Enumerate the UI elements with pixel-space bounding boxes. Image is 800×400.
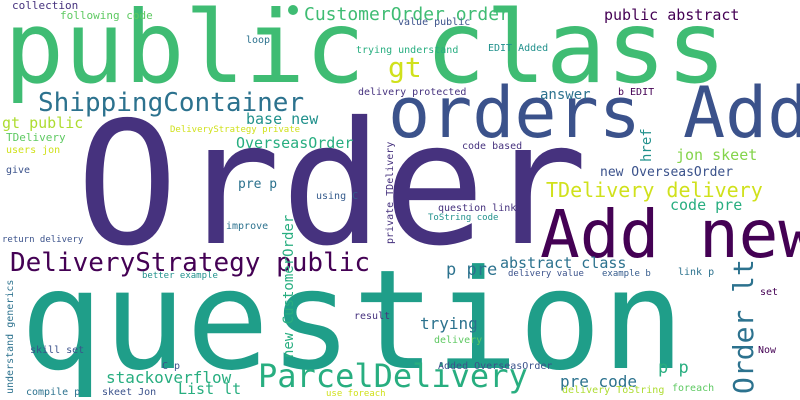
word-delivery: delivery — [434, 335, 483, 346]
word-using-c: using C — [316, 191, 359, 202]
word-add-new: Add new — [540, 196, 800, 273]
word-delivery-tostring: delivery ToString — [562, 385, 665, 396]
word-trying-understand: trying understand — [356, 45, 459, 56]
word-b-edit: b EDIT — [618, 87, 655, 98]
word-orders-add: orders Add — [388, 72, 800, 154]
word-abstract-class: abstract class — [500, 254, 627, 272]
dot-mark — [288, 5, 298, 15]
word-pre-p: pre p — [238, 177, 278, 192]
word-skill-set: skill set — [30, 345, 85, 356]
word-shippingcontainer: ShippingContainer — [38, 88, 305, 118]
word-collection: collection — [12, 0, 79, 12]
word-answer: answer — [540, 87, 591, 103]
word-link-p: link p — [678, 267, 715, 278]
word-result: result — [354, 311, 391, 322]
word-code-pre: code pre — [670, 196, 743, 214]
word-understand-generics: understand generics — [5, 279, 16, 394]
word-overseasorder: OverseasOrder — [236, 134, 354, 152]
word-order: Order — [76, 86, 588, 284]
word-new-customerorder: new CustomerOrder — [281, 214, 297, 358]
word-users-jon: users jon — [6, 145, 61, 156]
word-edit-added: EDIT Added — [488, 43, 549, 54]
word-gt: gt — [388, 51, 422, 84]
word-tostring-code: ToString code — [428, 213, 499, 223]
word-value-public: value public — [398, 17, 471, 28]
word-example-b: example b — [602, 269, 651, 279]
word-foreach: foreach — [672, 383, 715, 394]
word-following-code: following code — [60, 9, 153, 22]
word-p-pre: p pre — [446, 260, 498, 280]
word-now: Now — [758, 345, 777, 356]
word-give: give — [6, 165, 31, 176]
word-new-overseasorder: new OverseasOrder — [600, 165, 734, 180]
word-compile-p: compile p — [26, 387, 81, 398]
word-return-delivery: return delivery — [2, 235, 84, 245]
word-tdelivery-delivery: TDelivery delivery — [546, 178, 763, 202]
word-href: href — [639, 128, 655, 162]
word-code-based: code based — [462, 141, 523, 152]
word-list-lt: List lt — [178, 380, 242, 398]
word-deliverystrategy-private: DeliveryStrategy private — [170, 125, 301, 135]
word-better-example: better example — [142, 271, 218, 281]
word-question: question — [20, 240, 685, 400]
word-tdelivery: TDelivery — [6, 131, 66, 144]
word-stackoverflow: stackoverflow — [106, 368, 232, 387]
word-use-foreach: use foreach — [326, 389, 386, 399]
word-order-lt: Order lt — [727, 259, 760, 394]
word-customerorder-order: CustomerOrder order — [304, 4, 510, 25]
word-gt-public: gt public — [2, 114, 84, 132]
word-loop: loop — [246, 35, 271, 46]
word-public-abstract: public abstract — [604, 6, 740, 24]
word-added-overseasorder: Added OverseasOrder — [438, 361, 553, 372]
word-base-new: base new — [246, 110, 319, 128]
word-p-p: p p — [658, 358, 689, 378]
word-public-class: public class — [4, 0, 727, 106]
word-skeet-jon: skeet Jon — [102, 387, 157, 398]
word-delivery-value: delivery value — [508, 269, 584, 279]
word-parceldelivery: ParcelDelivery — [258, 357, 528, 395]
word-pre-code: pre code — [560, 372, 638, 391]
word-trying: trying — [420, 314, 478, 333]
word-set: set — [760, 287, 779, 298]
word-deliverystrategy-public: DeliveryStrategy public — [10, 248, 371, 278]
word-delivery-protected: delivery protected — [358, 87, 467, 98]
word-question-link: question link — [438, 203, 517, 214]
word-private-tdelivery: private TDelivery — [385, 141, 396, 244]
word-improve: improve — [226, 221, 269, 232]
word-c-p: C p — [162, 361, 181, 372]
word-jon-skeet: jon skeet — [676, 146, 758, 164]
